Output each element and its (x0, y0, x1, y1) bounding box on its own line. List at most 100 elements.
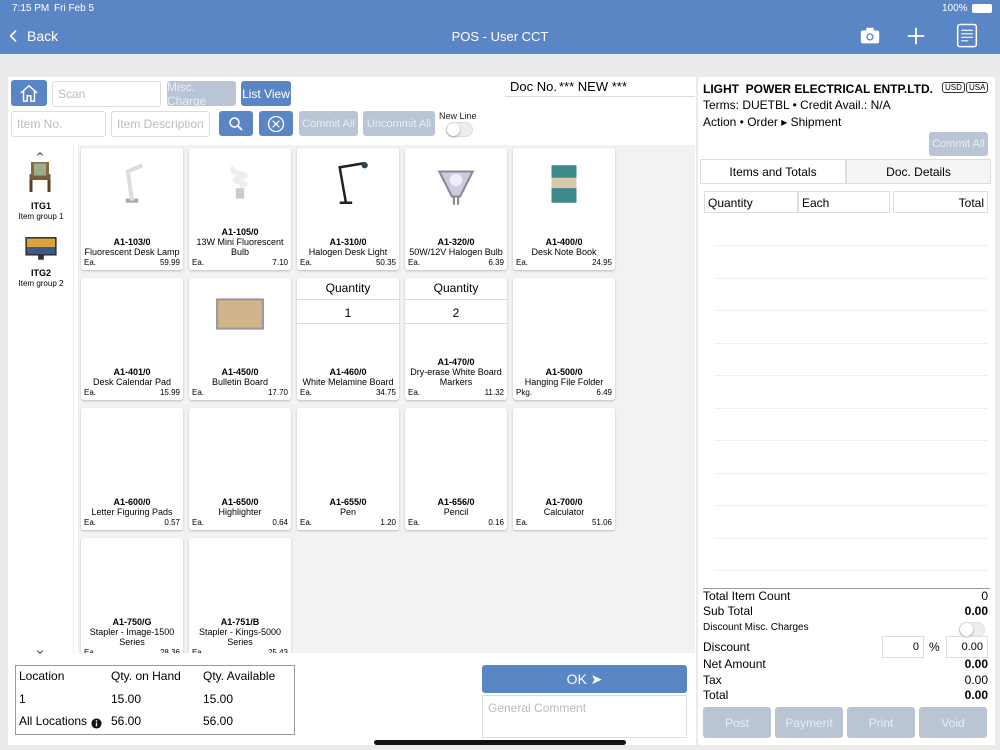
item-name: Halogen Desk Light (308, 247, 388, 257)
item-card[interactable]: A1-105/0 13W Mini Fluorescent Bulb Ea. 7.10 (189, 148, 291, 270)
item-card[interactable]: A1-401/0 Desk Calendar Pad Ea. 15.99 (81, 278, 183, 400)
customer-action: Action • Order ▸ Shipment (703, 115, 842, 129)
doc-label: Doc No. (510, 79, 557, 94)
group-name: Item group 1 (18, 212, 64, 221)
item-info: A1-320/0 50W/12V Halogen Bulb Ea. 6.39 (408, 237, 504, 267)
stock-cell: 15.00 (203, 692, 234, 706)
quantity-label: Quantity (433, 281, 479, 295)
item-unit: Ea. (408, 388, 421, 397)
status-date: Fri Feb 5 (54, 3, 95, 14)
item-card[interactable]: A1-700/0 Calculator Ea. 51.06 (513, 408, 615, 530)
quantity-label: Quantity (325, 281, 371, 295)
item-price-row: Ea. 1.20 (300, 518, 396, 527)
item-card[interactable]: A1-103/0 Fluorescent Desk Lamp Ea. 59.99 (81, 148, 183, 270)
item-unit: Ea. (516, 518, 529, 527)
quantity-value[interactable]: 1 (344, 306, 352, 320)
scroll-up-arrow-svg (36, 151, 44, 156)
item-card[interactable]: A1-750/G Stapler - Image-1500 Series Ea. 28… (81, 538, 183, 653)
footer-button[interactable]: Post (703, 707, 771, 738)
item-info: A1-751/B Stapler - Kings-5000 Series Ea. 25… (192, 617, 288, 653)
item-image-svg (230, 165, 248, 199)
footer-button[interactable]: Payment (775, 707, 843, 738)
commit-all-right-button[interactable]: Commit All (929, 132, 988, 156)
item-name: 13W Mini Fluorescent Bulb (196, 237, 284, 257)
camera-button[interactable] (859, 25, 881, 47)
group-image (22, 155, 58, 199)
item-price: 34.75 (375, 388, 396, 397)
notes-button[interactable] (953, 18, 981, 52)
back-chevron (6, 27, 22, 45)
general-comment[interactable]: General Comment (482, 695, 687, 738)
item-price: 24.95 (591, 258, 612, 267)
list-view-button[interactable]: List View (241, 81, 291, 106)
item-card[interactable]: A1-650/0 Highlighter Ea. 0.64 (189, 408, 291, 530)
lines-row-divider (714, 310, 988, 311)
item-price-row: Ea. 25.43 (192, 648, 288, 653)
customer-name: LIGHT POWER ELECTRICAL ENTP.LTD. (703, 82, 934, 96)
lines-row-divider (714, 342, 988, 344)
discount-percent-input[interactable]: 0 (882, 636, 924, 658)
item-price: 25.43 (267, 648, 288, 653)
stock-cell: All Locations (19, 714, 88, 728)
item-info: A1-103/0 Fluorescent Desk Lamp Ea. 59.99 (84, 237, 180, 267)
totals-value: 0.00 (964, 604, 988, 618)
totals-value: 0.00 (964, 688, 988, 702)
lines-row-divider (714, 440, 988, 441)
tab[interactable]: Items and Totals (700, 159, 846, 184)
search-button[interactable] (219, 111, 253, 136)
home-icon (20, 84, 38, 102)
tab[interactable]: Doc. Details (846, 159, 991, 184)
quantity-divider (297, 323, 399, 324)
back-button[interactable]: Back (27, 28, 59, 44)
lines-header: Total (893, 191, 988, 213)
item-info: A1-656/0 Pencil Ea. 0.16 (408, 497, 504, 527)
item-name: Hanging File Folder (524, 377, 604, 387)
item-code: A1-310/0 (329, 237, 367, 247)
item-image-svg (338, 161, 368, 204)
item-price-row: Ea. 11.32 (408, 388, 504, 397)
commit-all-button[interactable]: Commit All (299, 111, 358, 136)
item-card[interactable]: A1-310/0 Halogen Desk Light Ea. 50.35 (297, 148, 399, 270)
footer-button[interactable]: Void (919, 707, 987, 738)
misc-charge-button[interactable]: Misc. Charge (167, 80, 236, 108)
footer-button[interactable]: Print (847, 707, 915, 738)
item-info: A1-310/0 Halogen Desk Light Ea. 50.35 (300, 237, 396, 267)
item-unit: Ea. (192, 518, 205, 527)
item-price: 51.06 (591, 518, 612, 527)
item-card[interactable]: A1-320/0 50W/12V Halogen Bulb Ea. 6.39 (405, 148, 507, 270)
item-card[interactable]: A1-656/0 Pencil Ea. 0.16 (405, 408, 507, 530)
badge-currency: USD (942, 82, 965, 93)
item-description-input[interactable]: Item Description (111, 111, 210, 137)
item-image (107, 152, 157, 216)
quantity-divider (297, 299, 399, 300)
item-price: 1.20 (380, 518, 396, 527)
item-card[interactable]: Quantity 1 A1-460/0 White Melamine Board Ea.… (297, 278, 399, 400)
quantity-value[interactable]: 2 (452, 306, 460, 320)
item-card[interactable]: A1-450/0 Bulletin Board Ea. 17.70 (189, 278, 291, 400)
item-grid: A1-103/0 Fluorescent Desk Lamp Ea. 59.99 A1-… (78, 145, 695, 653)
home-button[interactable] (11, 80, 47, 106)
lines-row-divider (714, 245, 988, 246)
uncommit-all-button[interactable]: Uncommit All (363, 111, 435, 136)
group-code: ITG1 (30, 201, 51, 211)
item-card[interactable]: Quantity 2 A1-470/0 Dry-erase White Board M… (405, 278, 507, 400)
clear-button[interactable] (259, 111, 293, 136)
item-card[interactable]: A1-400/0 Desk Note Book Ea. 24.95 (513, 148, 615, 270)
item-card[interactable]: A1-655/0 Pen Ea. 1.20 (297, 408, 399, 530)
totals-value: 0.00 (964, 657, 988, 671)
badge-country: USA (966, 82, 989, 93)
scan-input[interactable]: Scan (52, 81, 161, 107)
discount-value-input[interactable]: 0.00 (946, 636, 988, 658)
item-unit: Ea. (84, 388, 97, 397)
item-no-input[interactable]: Item No. (11, 111, 106, 137)
totals-label: Sub Total (703, 604, 753, 618)
item-card[interactable]: A1-600/0 Letter Figuring Pads Ea. 0.57 (81, 408, 183, 530)
add-button[interactable] (905, 25, 927, 47)
battery-icon (972, 4, 992, 13)
ok-button[interactable]: OK ➤ (482, 665, 687, 693)
lines-row-divider (714, 472, 988, 474)
item-card[interactable]: A1-500/0 Hanging File Folder Pkg. 6.49 (513, 278, 615, 400)
item-card[interactable]: A1-751/B Stapler - Kings-5000 Series Ea. 25… (189, 538, 291, 653)
item-name: Pencil (443, 507, 469, 517)
lines-header: Each (798, 191, 890, 213)
